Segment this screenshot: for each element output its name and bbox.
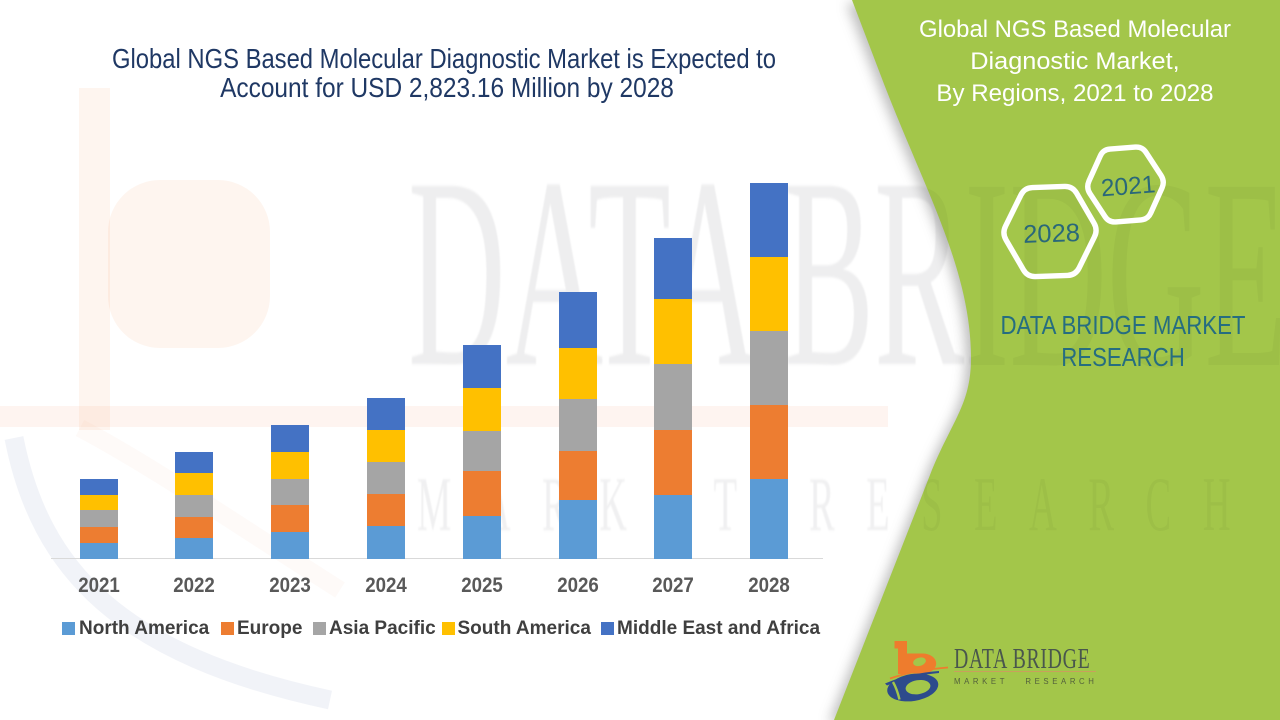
svg-text:MARKET RESEARCH: MARKET RESEARCH [417,463,1262,548]
svg-text:2021: 2021 [1100,171,1156,202]
svg-text:2028: 2028 [1023,219,1081,249]
